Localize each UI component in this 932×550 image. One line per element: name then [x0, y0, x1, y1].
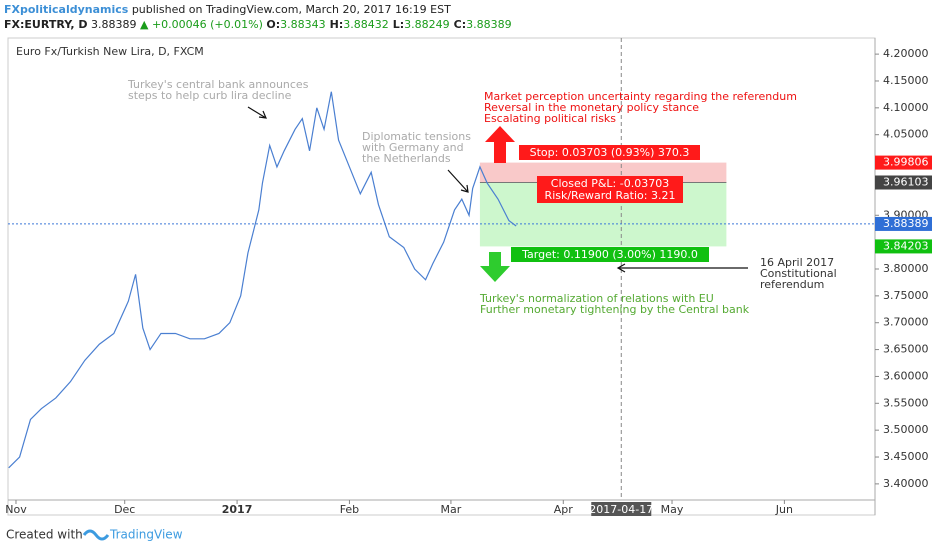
- published: published on TradingView.com, March 20, …: [131, 3, 451, 16]
- annotation: Diplomatic tensions: [362, 130, 471, 143]
- x-tick-label: 2017: [222, 503, 253, 516]
- x-tick-label: Mar: [441, 503, 462, 516]
- annotation: Escalating political risks: [484, 112, 616, 125]
- pnl-box: [537, 176, 683, 203]
- annotation: Constitutional: [760, 267, 837, 280]
- annotation: the Netherlands: [362, 152, 451, 165]
- symbol: FX:EURTRY, D: [4, 18, 88, 31]
- price-tag: [875, 216, 932, 231]
- footer-brand[interactable]: TradingView: [109, 528, 183, 542]
- y-tick-label: 4.20000: [883, 47, 929, 60]
- x-tick-label: Dec: [114, 503, 135, 516]
- target-label-box: [511, 247, 709, 262]
- annotation: 16 April 2017: [760, 256, 834, 269]
- ohlc-value: 3.88389: [466, 18, 512, 31]
- y-tick-label: 3.80000: [883, 262, 929, 275]
- rr-label: Risk/Reward Ratio: 3.21: [545, 189, 676, 202]
- annotation: Further monetary tightening by the Centr…: [480, 303, 750, 316]
- annotation: Turkey's central bank announces: [127, 78, 309, 91]
- y-tick-label: 4.15000: [883, 74, 929, 87]
- price-tag: [875, 155, 932, 170]
- plot-frame: [7, 37, 876, 516]
- up-arrow: [485, 126, 515, 163]
- price-tag-label: 3.96103: [883, 175, 929, 188]
- footer-created: Created with: [6, 528, 83, 542]
- annotation: Market perception uncertainty regarding …: [484, 90, 797, 103]
- y-tick-label: 3.60000: [883, 369, 929, 382]
- stop-label: Stop: 0.03703 (0.93%) 370.3: [530, 146, 690, 159]
- y-tick-label: 3.50000: [883, 423, 929, 436]
- y-tick-label: 4.10000: [883, 101, 929, 114]
- tv-logo: [82, 529, 110, 541]
- down-arrow: [480, 252, 510, 282]
- price-line: [8, 91, 517, 469]
- date-marker-box: [591, 502, 652, 516]
- x-tick-label: Jun: [775, 503, 793, 516]
- y-tick-label: 3.55000: [883, 396, 929, 409]
- x-tick-label: Feb: [340, 503, 359, 516]
- price-tag: [875, 239, 932, 254]
- ohlc-value: 3.88249: [404, 18, 450, 31]
- ohlc-value: 3.88343: [280, 18, 326, 31]
- ohlc-key: C:: [453, 18, 467, 31]
- price-tag: [875, 175, 932, 190]
- stop-label-box: [519, 145, 700, 160]
- author[interactable]: FXpoliticaldynamics: [4, 3, 129, 16]
- last: 3.88389: [90, 18, 137, 31]
- ohlc-key: H:: [329, 18, 344, 31]
- date-marker-label: 2017-04-17: [589, 503, 653, 516]
- arrow: [616, 263, 748, 273]
- y-tick-label: 3.45000: [883, 450, 929, 463]
- annotation: with Germany and: [362, 141, 464, 154]
- price-tag-label: 3.88389: [883, 217, 929, 230]
- pnl-label: Closed P&L: -0.03703: [551, 177, 669, 190]
- y-tick-label: 3.70000: [883, 316, 929, 329]
- price-tag-label: 3.84203: [883, 239, 929, 252]
- ohlc-key: L:: [392, 18, 405, 31]
- annotation: Turkey's normalization of relations with…: [479, 292, 714, 305]
- ohlc-key: O:: [266, 18, 281, 31]
- arrow: [447, 169, 469, 193]
- annotation: Reversal in the monetary policy stance: [484, 101, 699, 114]
- ohlc-value: 3.88432: [343, 18, 389, 31]
- annotation: steps to help curb lira decline: [128, 89, 292, 102]
- header-quote: FX:EURTRY, D 3.88389 ▲ +0.00046 (+0.01%)…: [4, 18, 516, 31]
- x-tick-label: Nov: [5, 503, 27, 516]
- ohlc: O:3.88343 H:3.88432 L:3.88249 C:3.88389: [266, 18, 515, 31]
- price-tag-label: 3.99806: [883, 156, 929, 169]
- chart-title: Euro Fx/Turkish New Lira, D, FXCM: [16, 45, 204, 58]
- layer: 3.40000 3.45000 3.50000 3.55000 3.60000 3.650…: [5, 38, 932, 516]
- x-tick-label: May: [661, 503, 684, 516]
- change: ▲ +0.00046 (+0.01%): [139, 18, 263, 31]
- target-label: Target: 0.11900 (3.00%) 1190.0: [521, 248, 698, 261]
- arrow: [247, 106, 267, 119]
- y-tick-label: 3.40000: [883, 477, 929, 490]
- y-tick-label: 4.05000: [883, 128, 929, 141]
- y-tick-label: 3.65000: [883, 343, 929, 356]
- x-tick-label: Apr: [554, 503, 574, 516]
- y-tick-label: 3.75000: [883, 289, 929, 302]
- header-line: FXpoliticaldynamics published on Trading…: [4, 3, 451, 16]
- annotation: referendum: [760, 278, 824, 291]
